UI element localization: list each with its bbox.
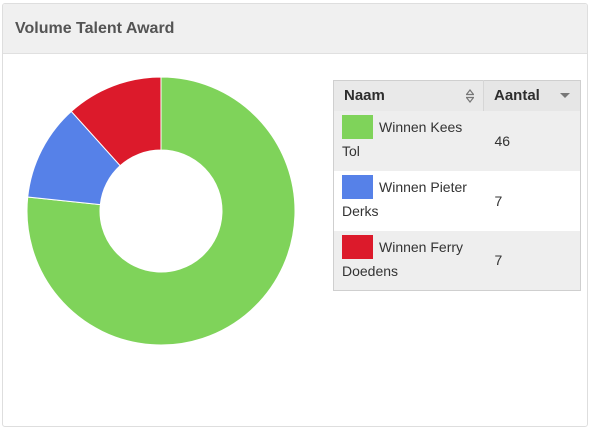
- name-cell: Winnen Kees Tol: [333, 110, 484, 171]
- column-header-aantal[interactable]: Aantal: [483, 80, 581, 111]
- name-cell: Winnen Ferry Doedens: [333, 230, 484, 291]
- donut-chart: [26, 76, 296, 346]
- sort-descending-icon: [560, 93, 570, 98]
- column-header-naam[interactable]: Naam: [333, 80, 484, 111]
- legend-swatch-blue: [342, 174, 373, 199]
- column-header-naam-label: Naam: [344, 87, 385, 105]
- row-label: Winnen Ferry Doedens: [342, 238, 464, 279]
- count-cell: 46: [483, 110, 581, 171]
- row-label: Winnen Kees Tol: [342, 118, 463, 159]
- count-cell: 7: [483, 170, 581, 231]
- legend-swatch-red: [342, 234, 373, 259]
- donut-slice-green[interactable]: [26, 76, 296, 346]
- legend-table: Naam Aantal Winnen Kees Tol 46: [333, 80, 581, 291]
- row-label: Winnen Pieter Derks: [342, 178, 467, 219]
- widget-panel: Volume Talent Award Naam Aantal: [2, 3, 588, 427]
- table-header-row: Naam Aantal: [333, 80, 581, 111]
- legend-swatch-green: [342, 114, 373, 139]
- panel-header: Volume Talent Award: [3, 4, 587, 54]
- table-row[interactable]: Winnen Kees Tol 46: [333, 110, 581, 171]
- table-row[interactable]: Winnen Pieter Derks 7: [333, 170, 581, 231]
- name-cell: Winnen Pieter Derks: [333, 170, 484, 231]
- panel-title: Volume Talent Award: [15, 19, 175, 37]
- column-header-aantal-label: Aantal: [494, 87, 540, 105]
- count-cell: 7: [483, 230, 581, 291]
- sort-icon: [466, 89, 474, 103]
- donut-slice-red[interactable]: [70, 76, 162, 167]
- table-row[interactable]: Winnen Ferry Doedens 7: [333, 230, 581, 291]
